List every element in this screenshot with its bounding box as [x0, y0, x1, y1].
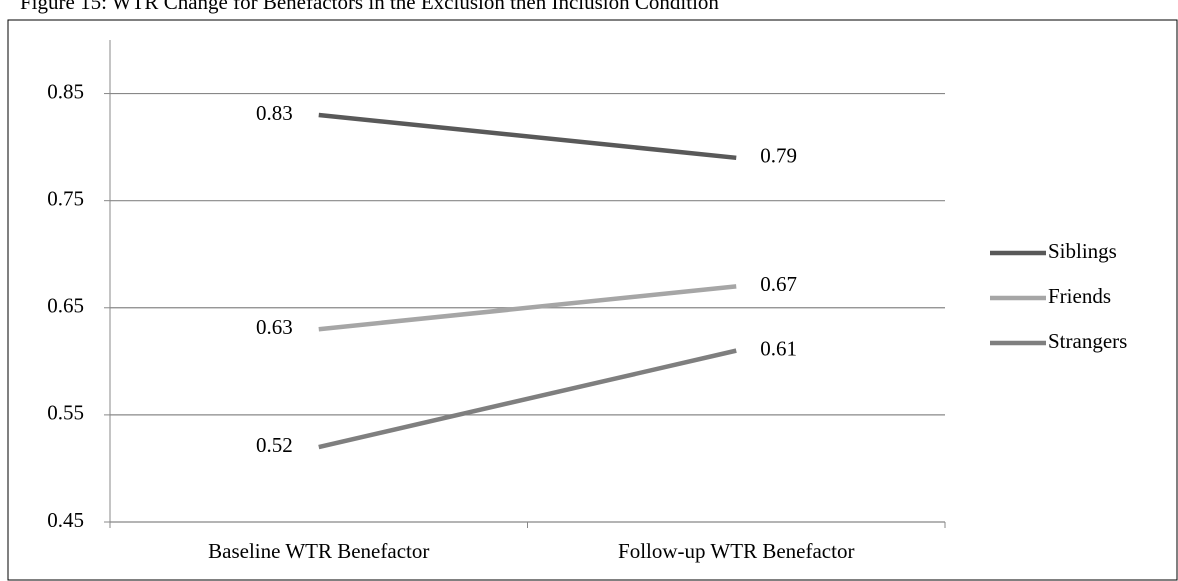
- x-tick-label: Follow-up WTR Benefactor: [618, 539, 854, 563]
- data-label: 0.83: [256, 101, 293, 125]
- data-label: 0.52: [256, 433, 293, 457]
- data-label: 0.61: [760, 336, 797, 360]
- legend-label: Strangers: [1048, 329, 1127, 353]
- data-label: 0.79: [760, 144, 797, 168]
- series-line: [318, 112, 737, 161]
- y-tick-label: 0.75: [47, 186, 84, 210]
- data-label: 0.67: [760, 272, 797, 296]
- y-tick-label: 0.55: [47, 401, 84, 425]
- legend-label: Siblings: [1048, 239, 1117, 263]
- y-tick-label: 0.85: [47, 79, 84, 103]
- data-label: 0.63: [256, 315, 293, 339]
- x-tick-label: Baseline WTR Benefactor: [208, 539, 429, 563]
- y-tick-label: 0.45: [47, 508, 84, 532]
- series-line: [318, 348, 737, 450]
- series-line: [318, 284, 737, 332]
- y-tick-label: 0.65: [47, 294, 84, 318]
- legend-label: Friends: [1048, 284, 1111, 308]
- chart-border: [7, 19, 1178, 581]
- chart-title: Figure 15: WTR Change for Benefactors in…: [20, 0, 719, 14]
